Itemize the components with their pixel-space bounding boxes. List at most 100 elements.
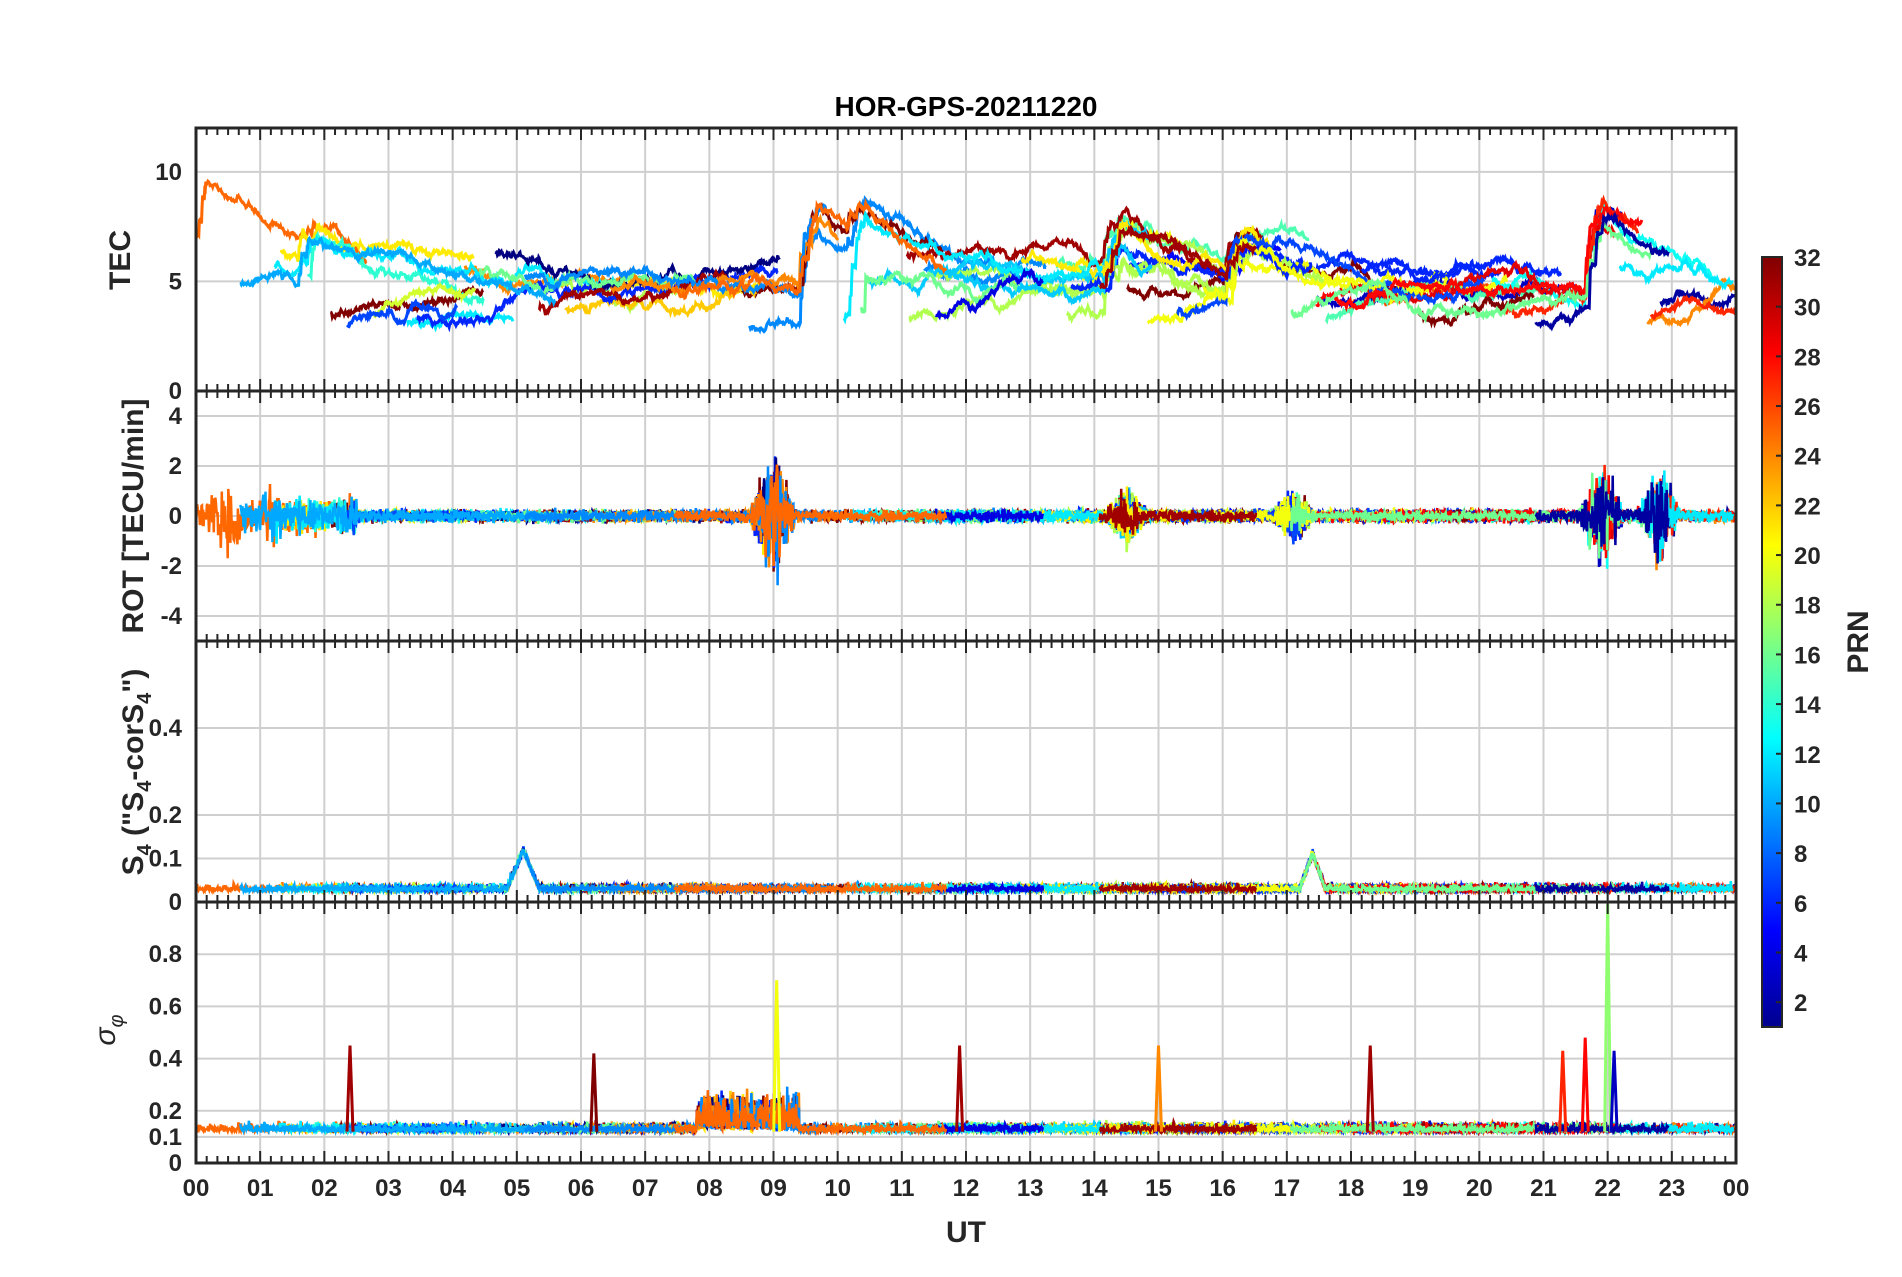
y-tick-label: 0 [169, 378, 182, 405]
y-tick-label: 0.6 [149, 993, 182, 1020]
colorbar-tick-label: 24 [1794, 444, 1821, 471]
tec-trace-prn-27 [1649, 294, 1736, 321]
colorbar-tick-label: 10 [1794, 791, 1821, 818]
x-tick-label: 21 [1530, 1175, 1557, 1202]
colorbar-tick-label: 4 [1794, 940, 1808, 967]
tec-trace-prn-32 [1417, 291, 1535, 329]
colorbar-tick-label: 8 [1794, 841, 1807, 868]
s4-label-mid: -corS [117, 704, 150, 781]
sigma-spike [1558, 1050, 1568, 1132]
colorbar-gradient [1761, 256, 1783, 1028]
tec-trace-prn-12 [406, 308, 515, 333]
colorbar-tick-label: 20 [1794, 543, 1821, 570]
x-tick-label: 03 [375, 1175, 402, 1202]
x-tick-label: 09 [760, 1175, 787, 1202]
y-tick-label: 0.2 [149, 1098, 182, 1125]
x-tick-label: 06 [568, 1175, 595, 1202]
colorbar-tick-label: 18 [1794, 593, 1821, 620]
sigma-spike [955, 1045, 965, 1132]
y-tick-label: 10 [155, 159, 182, 186]
sigma-spike [1609, 1050, 1619, 1132]
colorbar-tick-label: 12 [1794, 742, 1821, 769]
rot-trace-prn-21 [620, 500, 766, 555]
x-tick-labels: 00 01 02 03 04 05 06 07 08 09 10 11 12 13 14 15 16 17 18 19… [183, 1175, 1750, 1202]
tec-trace-prn-25 [673, 197, 948, 301]
y-tick-label: 2 [169, 453, 182, 480]
tec-trace-prn-24 [611, 213, 840, 301]
y-tick-label: 4 [169, 403, 183, 430]
tec-trace-prn-12 [842, 209, 1104, 325]
s4-label-sub: 4 [134, 843, 156, 855]
tec-trace-prn-4 [934, 267, 1044, 321]
rot-y-label: ROT [TECU/min] [117, 399, 150, 634]
sigma-trace-prn-31 [1099, 1116, 1258, 1137]
y-tick-label: 0.1 [149, 1124, 182, 1151]
rot-trace-prn-4 [934, 507, 1045, 526]
colorbar-tick-label: 2 [1794, 990, 1807, 1017]
sigma-label-sub: φ [106, 1014, 128, 1027]
colorbar-tick-label: 16 [1794, 642, 1821, 669]
s4-trace-prn-4 [934, 880, 1045, 896]
tec-trace-prn-19 [372, 282, 477, 319]
rot-trace-prn-25 [673, 464, 948, 567]
s4-label-sub3: 4 [134, 692, 156, 704]
x-tick-label: 20 [1466, 1175, 1493, 1202]
s4-trace-prn-2 [1534, 880, 1670, 896]
y-tick-label: 0 [169, 503, 182, 530]
tec-trace-prn-7 [346, 298, 459, 329]
y-tick-label: -2 [161, 553, 182, 580]
colorbar-tick-label: 22 [1794, 493, 1821, 520]
sigma-spike [1365, 1045, 1375, 1132]
s4-label-rest: ("S [117, 792, 150, 845]
rot-trace-prn-10 [239, 491, 557, 543]
grid-layer [196, 128, 1736, 1163]
x-tick-label: 00 [1723, 1175, 1750, 1202]
sigma-spike [1154, 1045, 1163, 1132]
tec-trace-prn-28 [1315, 206, 1644, 313]
x-tick-label: 17 [1273, 1175, 1300, 1202]
rot-trace-prn-1 [494, 457, 781, 559]
tec-trace-prn-25 [196, 178, 368, 266]
tec-trace-prn-11 [868, 242, 1153, 306]
x-tick-label: 18 [1338, 1175, 1365, 1202]
rot-trace-prn-16 [1289, 472, 1652, 559]
tec-trace-prn-2 [1659, 286, 1736, 312]
colorbar-label: PRN [1842, 610, 1875, 673]
x-tick-label: 22 [1594, 1175, 1621, 1202]
x-tick-label: 11 [889, 1175, 914, 1202]
tec-trace-prn-22 [564, 281, 758, 319]
x-tick-label: 19 [1402, 1175, 1429, 1202]
x-tick-label: 23 [1658, 1175, 1685, 1202]
x-tick-label: 15 [1145, 1175, 1172, 1202]
x-tick-label: 08 [696, 1175, 723, 1202]
x-tick-label: 00 [183, 1175, 210, 1202]
rot-trace-prn-31 [1098, 488, 1258, 535]
x-axis-label: UT [946, 1216, 986, 1249]
sigma-spike [589, 1053, 599, 1132]
colorbar-tick-label: 14 [1794, 692, 1821, 719]
colorbar-tick-label: 26 [1794, 394, 1821, 421]
y-tick-label: 0.4 [149, 1046, 183, 1073]
x-tick-label: 10 [824, 1175, 851, 1202]
sigma-spike [772, 980, 782, 1132]
y-tick-label: 0.1 [149, 846, 182, 873]
colorbar-tick-label: 32 [1794, 245, 1821, 272]
x-tick-label: 05 [503, 1175, 530, 1202]
y-tick-label: 0.2 [149, 802, 182, 829]
y-tick-label: 5 [169, 268, 182, 295]
colorbar-tick-label: 30 [1794, 295, 1821, 322]
x-tick-label: 12 [953, 1175, 980, 1202]
s4-trace-prn-10 [239, 848, 557, 896]
colorbar-tick-label: 28 [1794, 344, 1821, 371]
sigma-trace-prn-10 [239, 1120, 557, 1137]
s4-label-main: S [117, 855, 150, 875]
tec-trace-prn-2 [1534, 211, 1670, 332]
tec-trace-prn-31 [905, 205, 1266, 278]
tec-trace-prn-16 [1290, 220, 1652, 324]
s4-trace-prn-31 [1098, 880, 1258, 896]
